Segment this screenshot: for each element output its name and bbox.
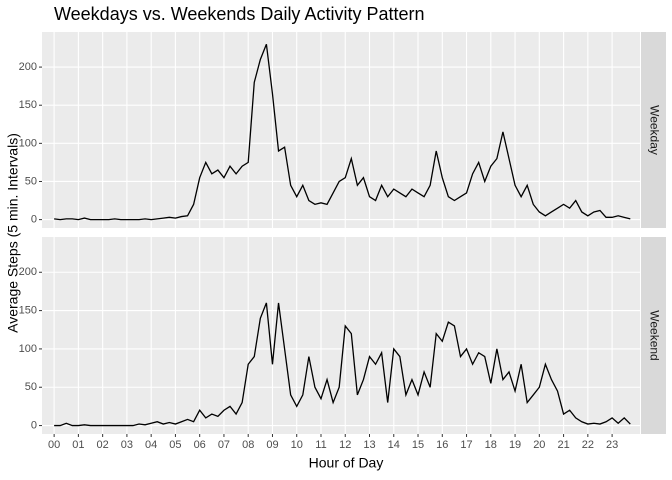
y-tick-label: 200 [19,266,37,278]
y-tick-label: 50 [25,381,37,393]
line [54,302,631,427]
y-tick-label: 150 [19,304,37,316]
x-tick-label: 03 [121,439,133,451]
y-tick-label: 0 [31,419,37,431]
x-tick-label: 01 [72,439,84,451]
x-tick-label: 20 [533,439,545,451]
x-tick-label: 15 [412,439,424,451]
x-tick-label: 19 [509,439,521,451]
strip-background [641,237,666,434]
x-tick-label: 16 [436,439,448,451]
strip-label: Weekday [647,105,661,155]
x-tick-label: 17 [460,439,472,451]
y-tick-label: 200 [19,61,37,73]
line [54,43,631,221]
x-tick-label: 09 [266,439,278,451]
x-tick-label: 06 [194,439,206,451]
x-tick-label: 08 [242,439,254,451]
x-tick-label: 07 [218,439,230,451]
y-tick-label: 0 [31,214,37,226]
x-tick-label: 05 [169,439,181,451]
x-tick-label: 23 [606,439,618,451]
x-tick-label: 21 [557,439,569,451]
strip-label: Weekend [647,310,661,360]
panel-background [42,237,640,434]
x-tick-label: 00 [48,439,60,451]
x-tick-label: 22 [582,439,594,451]
x-tick-label: 12 [339,439,351,451]
y-tick-label: 100 [19,137,37,149]
y-tick-label: 50 [25,175,37,187]
y-axis-label: Average Steps (5 min. Intervals) [5,133,21,333]
x-tick-label: 18 [485,439,497,451]
x-tick-label: 14 [388,439,400,451]
x-tick-label: 02 [97,439,109,451]
strip-background [641,32,666,228]
panel-background [42,32,640,228]
x-tick-label: 13 [363,439,375,451]
y-tick-label: 100 [19,343,37,355]
x-tick-label: 04 [145,439,157,451]
x-tick-label: 10 [291,439,303,451]
chart-title: Weekdays vs. Weekends Daily Activity Pat… [54,4,425,24]
y-tick-label: 150 [19,99,37,111]
x-axis-label: Hour of Day [309,455,384,471]
x-tick-label: 11 [315,439,326,451]
